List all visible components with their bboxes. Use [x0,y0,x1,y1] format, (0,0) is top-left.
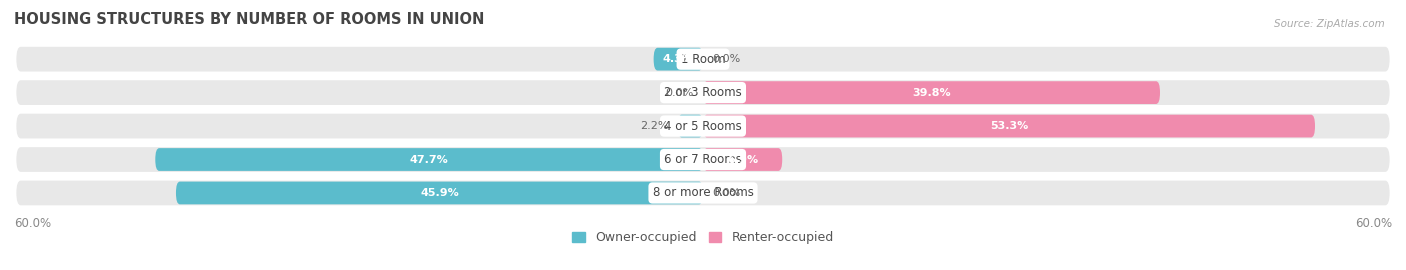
FancyBboxPatch shape [17,47,1389,72]
FancyBboxPatch shape [703,81,1160,104]
FancyBboxPatch shape [17,80,1389,105]
FancyBboxPatch shape [703,148,782,171]
Text: 0.0%: 0.0% [665,87,693,98]
Text: Source: ZipAtlas.com: Source: ZipAtlas.com [1274,19,1385,29]
Text: 1 Room: 1 Room [681,53,725,66]
FancyBboxPatch shape [678,115,703,137]
Text: 2 or 3 Rooms: 2 or 3 Rooms [664,86,742,99]
Text: 60.0%: 60.0% [1355,217,1392,230]
Text: 4.3%: 4.3% [662,54,693,64]
Text: 6.9%: 6.9% [727,154,758,164]
Text: 0.0%: 0.0% [713,188,741,198]
Text: 0.0%: 0.0% [713,54,741,64]
FancyBboxPatch shape [654,48,703,70]
Text: 60.0%: 60.0% [14,217,51,230]
FancyBboxPatch shape [155,148,703,171]
Text: 45.9%: 45.9% [420,188,458,198]
Text: 53.3%: 53.3% [990,121,1028,131]
FancyBboxPatch shape [17,181,1389,205]
FancyBboxPatch shape [17,114,1389,139]
Text: 4 or 5 Rooms: 4 or 5 Rooms [664,120,742,133]
Text: 6 or 7 Rooms: 6 or 7 Rooms [664,153,742,166]
FancyBboxPatch shape [17,147,1389,172]
Text: 47.7%: 47.7% [409,154,449,164]
Text: 8 or more Rooms: 8 or more Rooms [652,187,754,200]
Legend: Owner-occupied, Renter-occupied: Owner-occupied, Renter-occupied [568,226,838,249]
FancyBboxPatch shape [703,115,1315,137]
Text: 39.8%: 39.8% [912,87,950,98]
Text: HOUSING STRUCTURES BY NUMBER OF ROOMS IN UNION: HOUSING STRUCTURES BY NUMBER OF ROOMS IN… [14,12,485,27]
FancyBboxPatch shape [176,182,703,204]
Text: 2.2%: 2.2% [640,121,669,131]
